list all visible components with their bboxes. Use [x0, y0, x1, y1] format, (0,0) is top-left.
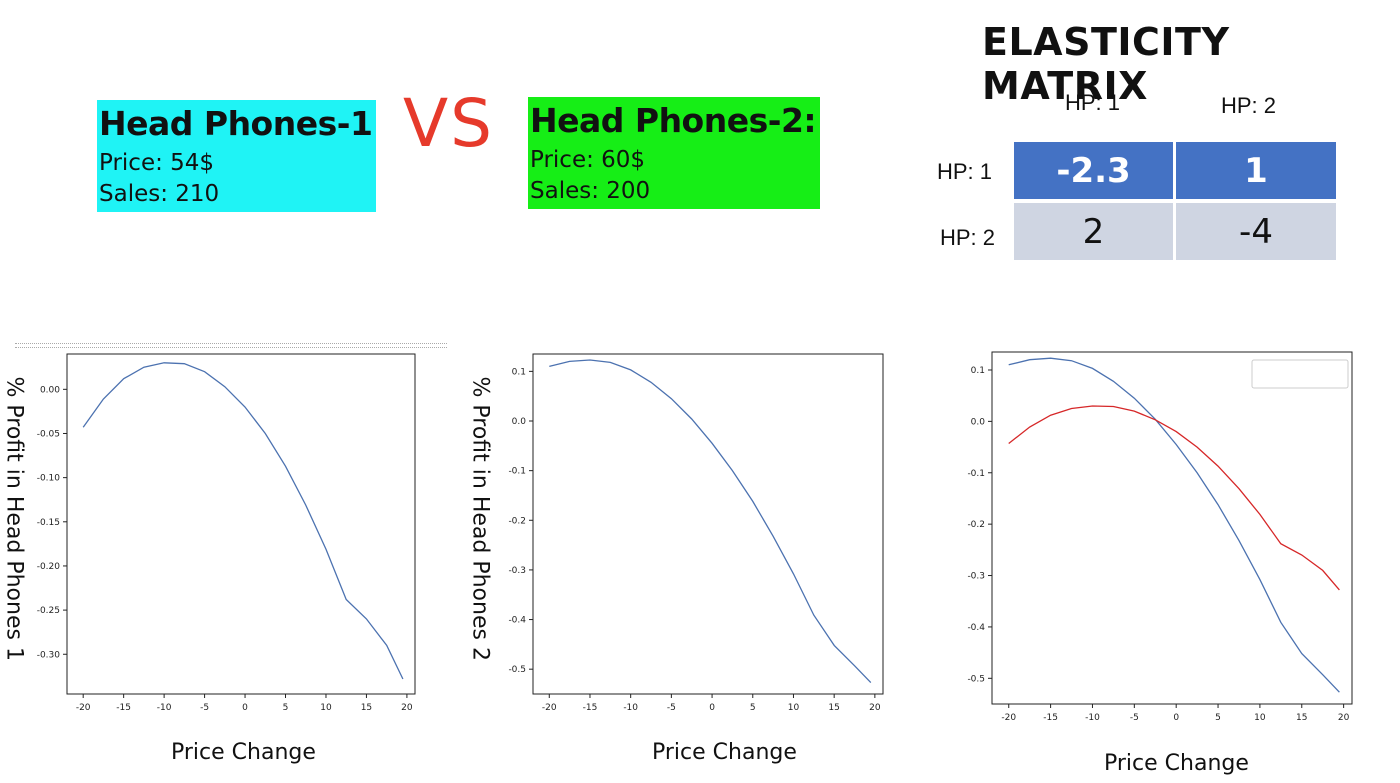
- y-tick-label: 0.0: [971, 417, 986, 427]
- x-tick-label: 10: [788, 703, 800, 713]
- x-axis-label: Price Change: [1104, 751, 1249, 776]
- x-tick-label: -15: [1043, 713, 1058, 723]
- matrix-cell: 1: [1176, 142, 1336, 199]
- plot-frame: [532, 353, 884, 695]
- product-sales: Sales: 200: [530, 178, 651, 204]
- matrix-title: ELASTICITY MATRIX: [982, 20, 1230, 108]
- matrix-row-header: HP: 2: [940, 225, 996, 250]
- y-tick-label: 0.0: [512, 417, 527, 427]
- legend-box: [1251, 359, 1349, 389]
- y-tick-label: -0.4: [508, 616, 526, 626]
- x-tick-label: -5: [667, 703, 676, 713]
- matrix-cell: -4: [1176, 203, 1336, 260]
- x-tick-label: -15: [583, 703, 598, 713]
- x-tick-label: -20: [1001, 713, 1016, 723]
- product-title: Head Phones-2:: [530, 101, 817, 140]
- x-tick-label: 0: [709, 703, 715, 713]
- plot-frame: [991, 351, 1353, 705]
- y-tick-label: -0.1: [967, 469, 985, 479]
- x-tick-label: -5: [1130, 713, 1139, 723]
- series-line: [549, 359, 872, 684]
- chart-profit-hp1: -20 -15 -10 -5 0 5 10 15 20 0.00 -0.05 -0.10 -0.15 -0…: [37, 353, 416, 713]
- y-tick-label: -0.3: [508, 566, 526, 576]
- x-tick-label: -20: [542, 703, 557, 713]
- x-tick-label: -5: [200, 703, 209, 713]
- y-tick-label: 0.1: [971, 366, 985, 376]
- product-title: Head Phones-1: [99, 104, 373, 143]
- series-line: [82, 362, 404, 680]
- x-tick-label: 15: [1296, 713, 1307, 723]
- matrix-col-header: HP: 1: [1065, 90, 1121, 115]
- vs-label: VS: [403, 85, 495, 162]
- x-tick-label: 15: [361, 703, 372, 713]
- y-tick-label: -0.30: [37, 650, 61, 660]
- x-tick-label: 5: [1215, 713, 1221, 723]
- matrix-row-header: HP: 1: [937, 159, 993, 184]
- plot-frame: [66, 353, 416, 695]
- x-tick-label: 20: [401, 703, 413, 713]
- x-tick-label: 5: [750, 703, 756, 713]
- product-price: Price: 54$: [99, 150, 215, 176]
- x-tick-label: 0: [242, 703, 248, 713]
- x-tick-label: -10: [157, 703, 172, 713]
- x-tick-label: -20: [76, 703, 91, 713]
- x-tick-label: 5: [283, 703, 289, 713]
- product-sales: Sales: 210: [99, 181, 220, 207]
- x-tick-label: 20: [1338, 713, 1350, 723]
- y-tick-label: -0.2: [967, 520, 985, 530]
- y-tick-label: -0.1: [508, 467, 526, 477]
- x-axis-label: Price Change: [652, 740, 797, 765]
- y-tick-label: -0.05: [37, 429, 60, 439]
- y-tick-label: -0.5: [508, 665, 526, 675]
- x-tick-label: 15: [828, 703, 839, 713]
- matrix-cell: 2: [1014, 203, 1173, 260]
- matrix-cell: -2.3: [1014, 142, 1173, 199]
- x-tick-label: 10: [1254, 713, 1266, 723]
- series-line: [1008, 405, 1340, 591]
- x-tick-label: 10: [320, 703, 332, 713]
- matrix-col-header: HP: 2: [1221, 93, 1277, 118]
- y-tick-label: -0.20: [37, 562, 61, 572]
- x-tick-label: 0: [1173, 713, 1179, 723]
- y-tick-label: -0.3: [967, 572, 985, 582]
- y-tick-label: -0.2: [508, 516, 526, 526]
- product-card-2: Head Phones-2: Price: 60$ Sales: 200: [528, 97, 821, 209]
- y-tick-label: -0.25: [37, 606, 60, 616]
- product-card-1: Head Phones-1 Price: 54$ Sales: 210: [97, 100, 377, 212]
- y-tick-label: 0.1: [512, 367, 526, 377]
- divider: [15, 343, 447, 348]
- y-tick-label: -0.15: [37, 518, 60, 528]
- series-line: [1008, 357, 1340, 693]
- chart-profit-hp2: -20 -15 -10 -5 0 5 10 15 20 0.1 0.0 -0.1 -0.2 -0.3 -0.…: [508, 353, 884, 713]
- chart-profit-combined: -20 -15 -10 -5 0 5 10 15 20 0.1 0.0 -0.1 -0.2 -0.3 -0.…: [967, 351, 1353, 723]
- y-tick-label: 0.00: [40, 385, 60, 395]
- x-tick-label: -10: [623, 703, 638, 713]
- product-price: Price: 60$: [530, 147, 646, 173]
- x-tick-label: -10: [1085, 713, 1100, 723]
- y-tick-label: -0.4: [967, 623, 985, 633]
- y-tick-label: -0.10: [37, 474, 61, 484]
- x-tick-label: -15: [116, 703, 131, 713]
- y-tick-label: -0.5: [967, 674, 985, 684]
- x-tick-label: 20: [869, 703, 881, 713]
- x-axis-label: Price Change: [171, 740, 316, 765]
